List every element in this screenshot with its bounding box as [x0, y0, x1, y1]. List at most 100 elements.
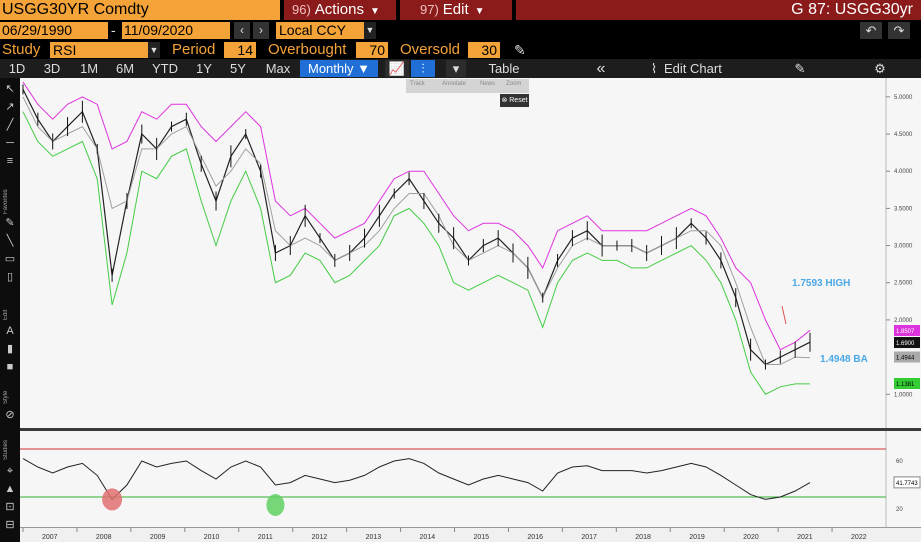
rsi-chart-canvas: 60 20 41.7743: [20, 431, 921, 527]
ticker-field[interactable]: USGG30YR Comdty: [0, 0, 280, 20]
eraser-tool-icon[interactable]: ▯: [6, 271, 14, 283]
edit-chart-button[interactable]: Edit Chart: [664, 61, 722, 76]
shape-tool-icon[interactable]: ▭: [4, 253, 16, 265]
edit-pencil-icon[interactable]: ✎: [794, 61, 806, 76]
last-value-label: 1.1381: [896, 382, 915, 388]
news-button[interactable]: News: [480, 81, 496, 87]
studies-label: Studies: [3, 439, 9, 460]
price-series-line: [22, 111, 810, 395]
last-value-tag: [894, 325, 920, 337]
end-date-input[interactable]: 11/09/2020: [122, 22, 230, 39]
collapse-icon[interactable]: «: [596, 60, 606, 77]
magnet-icon[interactable]: ▲: [4, 483, 16, 495]
price-series-line: [22, 89, 811, 366]
undo-icon[interactable]: ↶: [860, 22, 882, 39]
redo-icon[interactable]: ↷: [888, 22, 910, 39]
range-button-max[interactable]: Max: [265, 61, 291, 76]
reset-button[interactable]: ⊗ Reset: [500, 94, 529, 107]
brush-tool-icon[interactable]: ╲: [6, 235, 14, 247]
time-axis-label: 2014: [420, 534, 436, 541]
study-value: RSI: [53, 42, 77, 58]
line-tool-icon[interactable]: ╱: [6, 119, 14, 131]
panel-divider[interactable]: [20, 428, 921, 431]
chart-mini-toolbar: Track Annotate News Zoom: [406, 79, 529, 93]
studies-tool-icon[interactable]: ⊘: [5, 409, 15, 421]
edit-menu-number: 97): [420, 2, 439, 17]
time-axis-label: 2013: [366, 534, 382, 541]
price-axis-label: 4.5000: [894, 132, 913, 138]
hline-tool-icon[interactable]: ─: [6, 137, 14, 149]
range-button-1y[interactable]: 1Y: [196, 61, 212, 76]
edit-menu[interactable]: 97) Edit ▼: [400, 0, 512, 20]
color-tool-icon[interactable]: ▮: [6, 343, 14, 355]
period-input[interactable]: 14: [224, 42, 256, 58]
price-chart[interactable]: 5.0000 4.5000 4.0000 3.5000 3.0000 2.5000 2.00…: [20, 78, 921, 428]
arrow-tool-icon[interactable]: ↗: [5, 101, 15, 113]
overbought-input[interactable]: 70: [356, 42, 388, 58]
start-date-input[interactable]: 06/29/1990: [0, 22, 108, 39]
study-select[interactable]: RSI ▼: [50, 42, 160, 58]
cursor-icon[interactable]: ↖: [5, 83, 15, 95]
chevron-down-icon: ▼: [148, 42, 160, 58]
range-button-1d[interactable]: 1D: [8, 61, 26, 76]
chart-toolbar: 1D 3D 1M 6M YTD 1Y 5Y Max Monthly ▼ 📈 ⫶ …: [0, 59, 921, 78]
rsi-chart[interactable]: 60 20 41.7743: [20, 431, 921, 527]
arrow-annotation: [781, 305, 787, 325]
overbought-label: Overbought: [268, 41, 347, 58]
time-axis-label: 2017: [581, 534, 597, 541]
gear-icon[interactable]: ⚙: [874, 61, 886, 76]
price-axis-label: 1.0000: [894, 392, 913, 398]
chevron-down-icon: ▼: [370, 6, 380, 17]
zoom-button[interactable]: Zoom: [506, 81, 522, 87]
font-tool-icon[interactable]: A: [6, 325, 14, 337]
range-button-ytd[interactable]: YTD: [152, 61, 178, 76]
time-axis-label: 2016: [527, 534, 543, 541]
time-axis-label: 2020: [743, 534, 759, 541]
chart-icon: ⌇: [650, 61, 658, 76]
time-axis-label: 2010: [204, 534, 220, 541]
line-chart-icon[interactable]: 📈: [385, 60, 409, 77]
last-value-tag: [894, 351, 920, 363]
pen-tool-icon[interactable]: ✎: [5, 217, 15, 229]
time-axis-label: 2008: [96, 534, 112, 541]
chevron-down-icon: ▼: [474, 6, 485, 17]
size-tool-icon[interactable]: ■: [6, 361, 14, 373]
study-settings-bar: Study RSI ▼ Period 14 Overbought 70 Over…: [0, 41, 921, 59]
currency-value: Local CCY: [279, 22, 346, 38]
oversold-marker: [102, 488, 123, 511]
style-label: Style: [3, 390, 9, 404]
trash-icon[interactable]: ⊟: [5, 519, 15, 531]
frequency-select[interactable]: Monthly ▼: [300, 60, 378, 77]
next-period-button[interactable]: ›: [253, 22, 269, 39]
track-button[interactable]: Track: [410, 81, 425, 87]
bar-chart-icon[interactable]: ⫶: [411, 60, 435, 77]
last-value-tag: [894, 337, 920, 349]
currency-select[interactable]: Local CCY ▼: [276, 22, 376, 39]
last-value-label: 1.8507: [896, 329, 915, 335]
rsi-last-tag: [893, 476, 921, 489]
last-value-tag: [894, 377, 920, 389]
range-button-5y[interactable]: 5Y: [230, 61, 246, 76]
reset-label: Reset: [509, 97, 528, 104]
oversold-input[interactable]: 30: [468, 42, 500, 58]
range-button-3d[interactable]: 3D: [43, 61, 61, 76]
actions-menu[interactable]: 96) Actions ▼: [284, 0, 396, 20]
chevron-down-icon[interactable]: ▾: [446, 60, 466, 77]
rsi-last-label: 41.7743: [896, 481, 918, 487]
lock-icon[interactable]: ⊡: [5, 501, 15, 513]
price-axis-label: 5.0000: [894, 95, 913, 101]
pencil-icon[interactable]: ✎: [514, 42, 526, 58]
range-button-6m[interactable]: 6M: [115, 61, 135, 76]
time-axis-label: 2022: [851, 534, 867, 541]
annotate-button[interactable]: Annotate: [442, 81, 467, 87]
fib-tool-icon[interactable]: ≡: [6, 155, 14, 167]
time-axis-canvas: 2007 2008 2009 2010 2011 2012 2013 2014 2015 2016…: [22, 528, 867, 541]
crosshair-icon[interactable]: ⌖: [6, 465, 14, 477]
table-button[interactable]: Table: [488, 61, 520, 76]
edit-label: Edit: [3, 309, 9, 320]
time-axis: 2007 2008 2009 2010 2011 2012 2013 2014 2015 2016…: [20, 527, 921, 542]
time-axis-label: 2018: [635, 534, 651, 541]
range-button-1m[interactable]: 1M: [79, 61, 99, 76]
prev-period-button[interactable]: ‹: [234, 22, 250, 39]
rsi-axis-label: 20: [896, 507, 903, 513]
